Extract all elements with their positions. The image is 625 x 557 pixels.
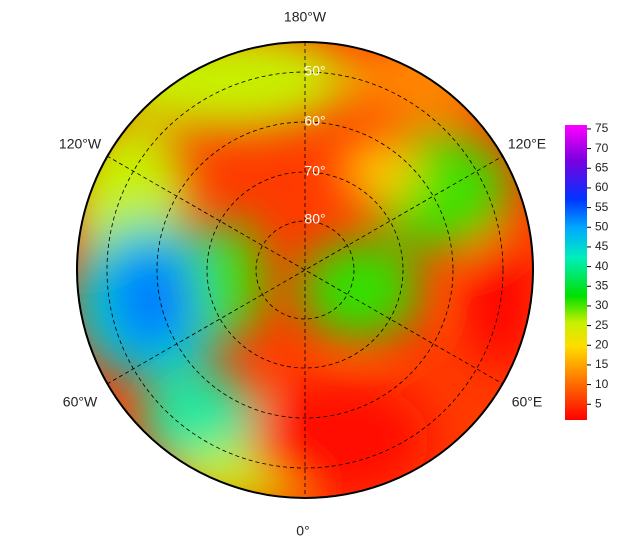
latitude-label: 50°: [304, 63, 325, 79]
colorbar-tick-label: 55: [595, 200, 609, 214]
colorbar-ramp: [565, 125, 587, 420]
map-boundary: [76, 41, 534, 499]
longitude-labels: 180°W 120°W 120°E 60°W 60°E 0°: [59, 9, 546, 539]
longitude-label: 60°E: [512, 394, 543, 410]
colorbar-tick-label: 30: [595, 298, 609, 312]
colorbar-tick-label: 35: [595, 278, 609, 292]
colorbar-tick-label: 45: [595, 239, 609, 253]
colorbar-tick-label: 5: [595, 396, 602, 410]
colorbar-tick-label: 15: [595, 357, 609, 371]
colorbar-tick-label: 10: [595, 377, 609, 391]
field: [77, 42, 533, 498]
colorbar-tick-label: 25: [595, 318, 609, 332]
colorbar-tick-label: 75: [595, 121, 609, 135]
colorbar-tick-label: 70: [595, 141, 609, 155]
latitude-labels: 50° 60° 70° 80°: [304, 63, 325, 227]
longitude-label: 120°W: [59, 136, 102, 152]
longitude-label: 0°: [296, 523, 309, 539]
colorbar-tick-label: 60: [595, 180, 609, 194]
colorbar-tick-label: 40: [595, 259, 609, 273]
latitude-label: 80°: [304, 211, 325, 227]
longitude-label: 60°W: [63, 394, 98, 410]
colorbar-tick-label: 50: [595, 219, 609, 233]
graticule: [106, 42, 504, 498]
colorbar-tick-label: 65: [595, 160, 609, 174]
colorbar: 5 10 15 20 25 30 35 40 45 50 55 60 65 70 75: [565, 121, 609, 420]
latitude-label: 70°: [304, 163, 325, 179]
latitude-label: 60°: [304, 113, 325, 129]
longitude-label: 180°W: [284, 9, 327, 25]
colorbar-tick-label: 20: [595, 337, 609, 351]
longitude-label: 120°E: [508, 136, 546, 152]
